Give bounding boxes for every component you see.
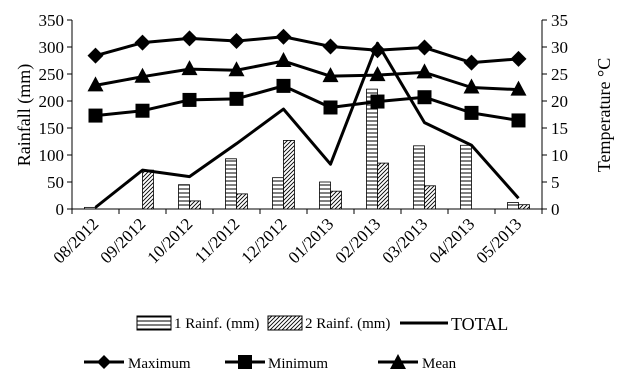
marker-minimum: [182, 92, 197, 107]
marker-maximum: [228, 33, 245, 50]
bar-1-rainf-mm: [507, 202, 519, 210]
marker-mean: [181, 60, 198, 76]
y-tick-label: 0: [56, 200, 65, 219]
bar-1-rainf-mm: [84, 206, 96, 210]
line-total: [94, 41, 520, 209]
y-axis-title: Rainfall (mm): [14, 64, 35, 166]
x-tick-label: 09/2012: [96, 214, 149, 267]
y-tick-label: 200: [39, 92, 65, 111]
marker-minimum: [135, 103, 150, 118]
marker-mean: [87, 76, 104, 92]
y2-axis-title: Temperature °C: [594, 58, 614, 172]
marker-mean: [275, 52, 292, 68]
marker-minimum: [88, 108, 103, 123]
marker-mean: [463, 78, 480, 94]
bar-2-rainf-mm: [142, 169, 154, 210]
bar-2-rainf-mm: [236, 193, 248, 210]
y2-tick-label: 25: [551, 65, 568, 84]
marker-mean: [369, 66, 386, 82]
marker-minimum: [511, 113, 526, 128]
legend-swatch-rainf-1: [136, 315, 172, 331]
legend-label-rainf-2: 2 Rainf. (mm): [305, 316, 390, 332]
x-tick-label: 02/2013: [331, 214, 384, 267]
marker-maximum: [463, 54, 480, 71]
marker-maximum: [87, 47, 104, 64]
marker-mean: [322, 67, 339, 83]
legend-label-total: TOTAL: [451, 314, 508, 334]
bar-1-rainf-mm: [366, 88, 378, 210]
marker-maximum: [369, 42, 386, 59]
marker-minimum: [323, 100, 338, 115]
marker-maximum: [134, 34, 151, 51]
marker-maximum: [181, 30, 198, 47]
legend: 1 Rainf. (mm) 2 Rainf. (mm) TOTAL Maximu…: [84, 314, 508, 372]
y2-tick-label: 30: [551, 38, 568, 57]
y-tick-label: 250: [39, 65, 65, 84]
line-minimum: [95, 84, 519, 122]
marker-minimum: [464, 105, 479, 120]
marker-minimum: [417, 90, 432, 105]
marker-minimum: [370, 94, 385, 109]
marker-minimum: [276, 78, 291, 93]
marker-maximum: [275, 28, 292, 45]
marker-maximum: [510, 50, 527, 67]
x-tick-label: 05/2013: [472, 214, 525, 267]
bar-2-rainf-mm: [518, 204, 530, 210]
line-maximum: [95, 35, 519, 65]
y-tick-label: 150: [39, 119, 65, 138]
legend-swatch-rainf-2: [267, 315, 303, 331]
y-tick-label: 300: [39, 38, 65, 57]
bars: [84, 88, 530, 210]
bar-2-rainf-mm: [330, 190, 342, 210]
bar-1-rainf-mm: [225, 158, 237, 210]
bar-2-rainf-mm: [377, 162, 389, 210]
marker-maximum: [416, 39, 433, 56]
marker-minimum: [229, 91, 244, 106]
bar-1-rainf-mm: [178, 184, 190, 210]
bar-2-rainf-mm: [283, 140, 295, 210]
x-tick-label: 08/2012: [49, 214, 102, 267]
y2-tick-label: 10: [551, 146, 568, 165]
bar-2-rainf-mm: [189, 200, 201, 210]
y2-tick-label: 5: [551, 173, 560, 192]
legend-swatch-minimum-marker: [238, 355, 252, 369]
x-tick-label: 04/2013: [425, 214, 478, 267]
markers: [87, 28, 527, 128]
x-tick-label: 11/2012: [191, 214, 243, 266]
bar-1-rainf-mm: [460, 144, 472, 210]
lines: [94, 35, 520, 209]
y2-tick-label: 35: [551, 11, 568, 30]
marker-mean: [416, 63, 433, 79]
legend-label-rainf-1: 1 Rainf. (mm): [174, 316, 259, 332]
bar-2-rainf-mm: [424, 185, 436, 210]
legend-label-maximum: Maximum: [128, 356, 191, 372]
marker-mean: [228, 61, 245, 77]
legend-swatch-maximum-marker: [97, 355, 111, 369]
marker-mean: [510, 80, 527, 96]
x-tick-label: 03/2013: [378, 214, 431, 267]
y2-tick-label: 15: [551, 119, 568, 138]
y-tick-label: 50: [47, 173, 64, 192]
bar-1-rainf-mm: [319, 181, 331, 210]
bar-1-rainf-mm: [272, 177, 284, 210]
line-mean: [95, 59, 519, 92]
x-tick-label: 01/2013: [284, 214, 337, 267]
x-tick-label: 10/2012: [143, 214, 196, 267]
x-tick-label: 12/2012: [237, 214, 290, 267]
marker-mean: [134, 67, 151, 83]
y-tick-label: 350: [39, 11, 65, 30]
legend-swatch-mean-marker: [390, 354, 406, 369]
y2-tick-label: 20: [551, 92, 568, 111]
bar-1-rainf-mm: [413, 145, 425, 210]
marker-maximum: [322, 38, 339, 55]
y2-tick-label: 0: [551, 200, 560, 219]
legend-label-mean: Mean: [422, 356, 457, 372]
legend-label-minimum: Minimum: [268, 356, 328, 372]
y-tick-label: 100: [39, 146, 65, 165]
